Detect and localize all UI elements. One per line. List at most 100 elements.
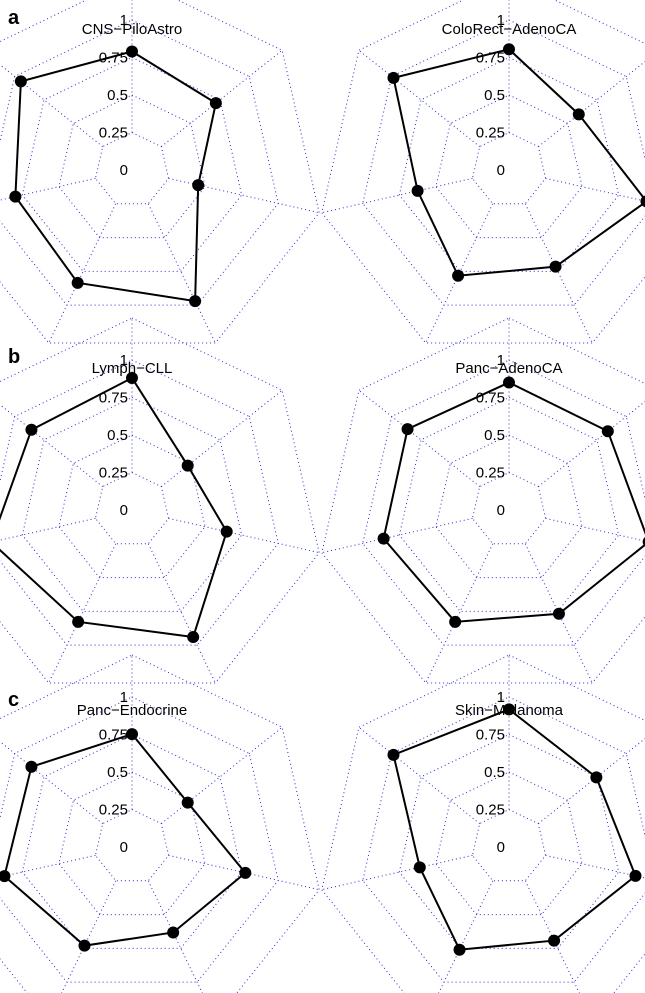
grid-spoke [168,517,320,554]
data-point [167,926,180,939]
tick-label: 0.25 [99,802,128,819]
chart-title: Panc−Endocrine [77,702,188,719]
series-line [14,50,217,303]
tick-label: 0.75 [99,50,128,67]
panel-letter-a: a [8,7,20,29]
grid-ring-3 [398,396,620,612]
grid-spoke [545,517,645,542]
data-point [181,796,194,809]
data-point [72,615,85,628]
grid-spoke [0,404,103,488]
grid-spoke [161,389,283,488]
grid-spoke [0,517,96,541]
data-point [14,75,27,88]
grid-spoke [168,854,320,891]
series-line [392,708,637,951]
data-point [239,866,252,879]
data-point [549,260,562,273]
tick-label: 0 [497,502,505,519]
data-point [503,703,515,716]
tick-label: 0.25 [476,125,505,142]
radar-chart-6: Skin−Melanoma00.250.50.751 [321,654,645,993]
data-point [220,525,233,538]
data-point [413,861,426,874]
grid-spoke [524,203,593,344]
series-line [3,732,247,947]
grid-ring-3 [21,56,243,272]
data-point [572,108,585,121]
grid-spoke [0,64,103,148]
grid-spoke [48,203,117,344]
grid-spoke [147,203,216,344]
data-point [78,939,91,952]
grid-spoke [538,737,645,825]
series-line [0,376,228,639]
data-point [449,615,462,628]
grid-ring-4 [0,696,279,983]
chart-title: ColoRect−AdenoCA [442,21,577,38]
data-point [25,760,38,773]
panel-letter-b: b [8,346,20,368]
data-point [181,459,194,472]
grid-spoke [524,543,593,684]
data-point [411,184,424,197]
tick-label: 1 [497,12,505,29]
tick-label: 1 [120,689,128,706]
data-point [642,537,645,547]
tick-label: 0.75 [476,50,505,67]
data-point [209,97,222,110]
grid-spoke [61,880,117,993]
data-point [387,748,400,761]
grid-ring-1 [471,131,547,205]
grid-spoke [358,389,480,488]
tick-label: 0.25 [99,125,128,142]
tick-label: 0.5 [107,764,128,781]
grid-ring-1 [94,808,170,882]
radar-chart-5: Panc−Endocrine 0 0.25 0.5 0.75 1 [0,654,320,993]
tick-label: 0.5 [484,427,505,444]
data-point [126,45,138,58]
grid-spoke [425,543,494,684]
radar-chart-1: CNS−PiloAstro 0 0.25 0.5 0.75 1 [0,0,320,344]
radar-chart-2: ColoRect−AdenoCA 0 0.25 0.5 0.75 1 [321,0,645,344]
tick-label: 1 [497,689,505,706]
grid-ring-3 [21,396,243,612]
grid-spoke [538,400,645,488]
tick-label: 0.75 [99,727,128,744]
data-point [453,943,466,956]
grid-ring-1 [94,131,170,205]
grid-spoke [48,543,117,684]
tick-label: 0 [497,839,505,856]
data-point [640,195,645,208]
grid-spoke [321,517,473,554]
data-point [503,43,515,56]
data-point [187,631,200,644]
tick-label: 0.25 [476,802,505,819]
data-point [401,423,414,436]
tick-label: 0 [120,162,128,179]
data-point [601,425,614,438]
data-point [9,190,22,203]
series-line [382,381,645,623]
grid-spoke [161,49,283,148]
tick-label: 0 [120,839,128,856]
grid-spoke [147,880,203,993]
tick-label: 0.75 [476,727,505,744]
grid-spoke [538,60,645,148]
data-point [126,728,138,741]
data-point [387,71,400,84]
series-line [392,48,645,277]
grid-spoke [545,177,645,202]
grid-spoke [358,726,480,825]
grid-ring-4 [0,359,279,646]
data-point [25,423,38,436]
grid-ring-1 [471,471,547,545]
tick-label: 0.5 [107,427,128,444]
grid-ring-3 [21,733,243,949]
tick-label: 1 [120,12,128,29]
grid-spoke [0,741,103,825]
grid-spoke [358,49,480,148]
